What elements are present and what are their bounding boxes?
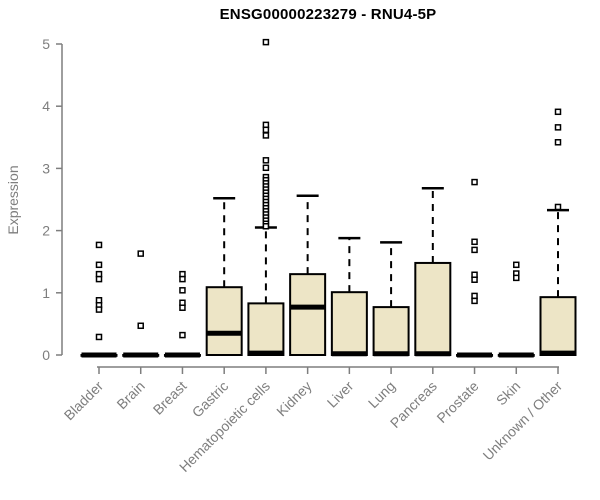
outlier-point-bladder [95,241,103,249]
outlier-point-hematopoietic-cells [262,132,270,139]
outlier-point-brain [137,322,144,330]
outlier-point-prostate [471,238,478,246]
x-tick-label-liver: Liver [324,378,357,411]
box-unknown-other [539,296,577,356]
box-lung [372,306,410,356]
outlier-point-skin [513,274,520,282]
y-tick-label: 0 [42,347,50,363]
y-tick-label: 2 [42,223,50,239]
box-kidney [289,273,327,357]
outlier-point-breast [179,287,186,294]
y-tick-label: 3 [42,160,50,176]
outlier-point-bladder [95,306,103,313]
box-pancreas [414,261,452,356]
box-hematopoietic-cells [247,302,285,356]
outlier-point-bladder [95,275,103,283]
outlier-point-unknown-other [554,203,562,211]
x-tick-label-unknown-other: Unknown / Other [480,378,566,464]
outlier-point-unknown-other [554,108,562,116]
outlier-point-prostate [471,178,478,186]
x-tick-label-bladder: Bladder [61,378,107,424]
outlier-point-breast [179,275,186,283]
outlier-point-hematopoietic-cells [262,126,270,134]
outlier-point-bladder [95,333,103,341]
outlier-point-prostate [471,276,478,283]
outlier-point-skin [513,261,520,269]
outlier-point-hematopoietic-cells [262,157,270,164]
box-liver [330,291,368,357]
x-tick-label-breast: Breast [150,378,190,418]
outlier-point-breast [179,331,186,339]
outlier-point-hematopoietic-cells [262,222,270,230]
x-tick-label-kidney: Kidney [273,378,315,420]
x-tick-label-lung: Lung [365,378,398,411]
outlier-point-prostate [471,297,478,305]
outlier-point-bladder [95,261,103,269]
x-tick-label-brain: Brain [113,378,147,412]
outlier-point-hematopoietic-cells [262,164,270,172]
x-tick-label-skin: Skin [493,378,524,409]
y-tick-label: 5 [42,36,50,52]
x-tick-label-prostate: Prostate [433,378,481,426]
box-gastric [205,286,243,356]
y-tick-label: 4 [42,98,50,114]
chart-title: ENSG00000223279 - RNU4-5P [219,6,437,23]
y-tick-label: 1 [42,285,50,301]
outlier-point-prostate [471,246,478,254]
outlier-point-brain [137,250,144,257]
outlier-point-hematopoietic-cells [262,38,270,46]
outlier-point-unknown-other [554,124,562,131]
outlier-point-unknown-other [554,139,562,146]
outlier-point-breast [179,304,186,311]
